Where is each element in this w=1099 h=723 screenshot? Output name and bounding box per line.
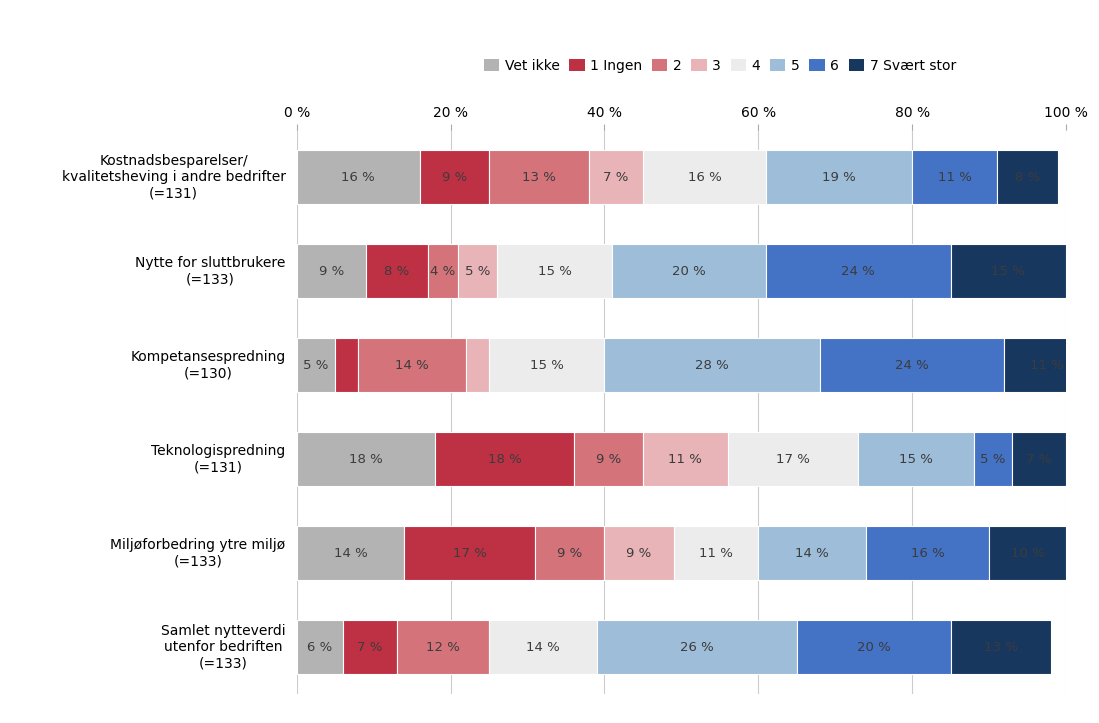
Text: 16 %: 16 % — [911, 547, 944, 560]
Text: 11 %: 11 % — [937, 171, 972, 184]
Text: 18 %: 18 % — [349, 453, 382, 466]
Text: 14 %: 14 % — [334, 547, 367, 560]
Bar — [674, 526, 758, 581]
Text: 18 %: 18 % — [488, 453, 521, 466]
Text: 9 %: 9 % — [626, 547, 652, 560]
Text: 5 %: 5 % — [980, 453, 1006, 466]
Bar — [951, 620, 1051, 675]
Text: 6 %: 6 % — [308, 641, 332, 654]
Bar — [912, 150, 997, 205]
Text: 5 %: 5 % — [465, 265, 490, 278]
Bar — [766, 244, 951, 299]
Bar — [766, 150, 912, 205]
Bar — [597, 620, 797, 675]
Bar — [297, 338, 335, 393]
Text: 14 %: 14 % — [796, 547, 829, 560]
Text: 15 %: 15 % — [899, 453, 933, 466]
Bar — [420, 150, 489, 205]
Text: 14 %: 14 % — [526, 641, 559, 654]
Bar — [604, 526, 674, 581]
Bar — [297, 432, 435, 487]
Text: 26 %: 26 % — [680, 641, 713, 654]
Bar — [343, 620, 397, 675]
Bar — [404, 526, 535, 581]
Bar — [466, 338, 489, 393]
Text: 24 %: 24 % — [842, 265, 875, 278]
Bar — [366, 244, 428, 299]
Bar — [728, 432, 858, 487]
Text: 13 %: 13 % — [522, 171, 556, 184]
Text: 28 %: 28 % — [696, 359, 729, 372]
Text: 11 %: 11 % — [668, 453, 702, 466]
Text: 20 %: 20 % — [857, 641, 890, 654]
Bar — [489, 338, 604, 393]
Bar — [458, 244, 497, 299]
Text: 9 %: 9 % — [442, 171, 467, 184]
Bar — [589, 150, 643, 205]
Bar — [997, 150, 1058, 205]
Text: 15 %: 15 % — [991, 265, 1025, 278]
Text: 7 %: 7 % — [357, 641, 382, 654]
Text: 7 %: 7 % — [603, 171, 629, 184]
Text: 24 %: 24 % — [896, 359, 929, 372]
Bar — [866, 526, 989, 581]
Bar — [489, 620, 597, 675]
Bar — [820, 338, 1004, 393]
Bar — [335, 338, 358, 393]
Text: 10 %: 10 % — [1011, 547, 1044, 560]
Legend: Vet ikke, 1 Ingen, 2, 3, 4, 5, 6, 7 Svært stor: Vet ikke, 1 Ingen, 2, 3, 4, 5, 6, 7 Svær… — [478, 53, 962, 78]
Bar — [297, 244, 366, 299]
Text: 19 %: 19 % — [822, 171, 856, 184]
Text: 15 %: 15 % — [537, 265, 571, 278]
Text: 7 %: 7 % — [1026, 453, 1052, 466]
Text: 15 %: 15 % — [530, 359, 564, 372]
Bar — [535, 526, 604, 581]
Text: 8 %: 8 % — [385, 265, 409, 278]
Bar — [489, 150, 589, 205]
Bar — [858, 432, 974, 487]
Text: 9 %: 9 % — [319, 265, 344, 278]
Bar — [297, 620, 343, 675]
Bar — [989, 526, 1066, 581]
Bar — [358, 338, 466, 393]
Bar — [297, 526, 404, 581]
Text: 16 %: 16 % — [342, 171, 375, 184]
Bar — [297, 150, 420, 205]
Text: 13 %: 13 % — [984, 641, 1018, 654]
Text: 17 %: 17 % — [776, 453, 810, 466]
Text: 12 %: 12 % — [426, 641, 459, 654]
Bar — [604, 338, 820, 393]
Text: 4 %: 4 % — [431, 265, 455, 278]
Bar — [428, 244, 458, 299]
Bar — [397, 620, 489, 675]
Bar — [951, 244, 1066, 299]
Bar — [1004, 338, 1089, 393]
Bar — [758, 526, 866, 581]
Text: 17 %: 17 % — [453, 547, 487, 560]
Text: 8 %: 8 % — [1015, 171, 1040, 184]
Text: 9 %: 9 % — [596, 453, 621, 466]
Bar — [1012, 432, 1066, 487]
Text: 16 %: 16 % — [688, 171, 721, 184]
Text: 9 %: 9 % — [557, 547, 582, 560]
Bar — [435, 432, 574, 487]
Text: 20 %: 20 % — [673, 265, 706, 278]
Bar — [497, 244, 612, 299]
Text: 11 %: 11 % — [699, 547, 733, 560]
Bar — [643, 432, 728, 487]
Text: 5 %: 5 % — [303, 359, 329, 372]
Bar — [612, 244, 766, 299]
Text: 11 %: 11 % — [1030, 359, 1064, 372]
Bar — [574, 432, 643, 487]
Text: 14 %: 14 % — [396, 359, 429, 372]
Bar — [797, 620, 951, 675]
Bar — [643, 150, 766, 205]
Bar — [974, 432, 1012, 487]
